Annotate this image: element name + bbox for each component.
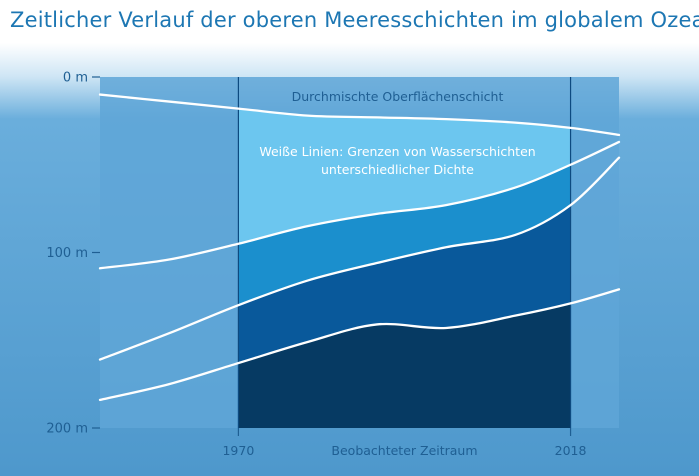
y-tick-label: 200 m <box>46 422 88 437</box>
y-tick-label: 0 m <box>63 71 88 86</box>
boundary-line-3 <box>98 156 621 361</box>
layer-2 <box>238 164 571 306</box>
y-tick-label: 100 m <box>46 246 88 261</box>
boundary-line-1 <box>98 93 621 137</box>
layer-1 <box>238 108 571 244</box>
highlight-layers <box>238 108 571 428</box>
legend-note-line1: Weiße Linien: Grenzen von Wasserschichte… <box>259 144 536 159</box>
mixed-layer-label: Durchmischte Oberflächenschicht <box>291 89 504 104</box>
chart-title: Zeitlicher Verlauf der oberen Meeresschi… <box>10 8 699 32</box>
boundary-line-4 <box>98 288 621 402</box>
x-tick-label: 1970 <box>222 443 254 458</box>
boundary-line-2 <box>98 140 621 270</box>
x-axis-label: Beobachteter Zeitraum <box>331 443 477 458</box>
legend-note-line2: unterschiedlicher Dichte <box>320 162 474 177</box>
layer-4 <box>238 303 571 428</box>
x-tick-label: 2018 <box>555 443 587 458</box>
legend-note: Weiße Linien: Grenzen von Wasserschichte… <box>230 143 565 179</box>
layer-3 <box>238 205 571 364</box>
